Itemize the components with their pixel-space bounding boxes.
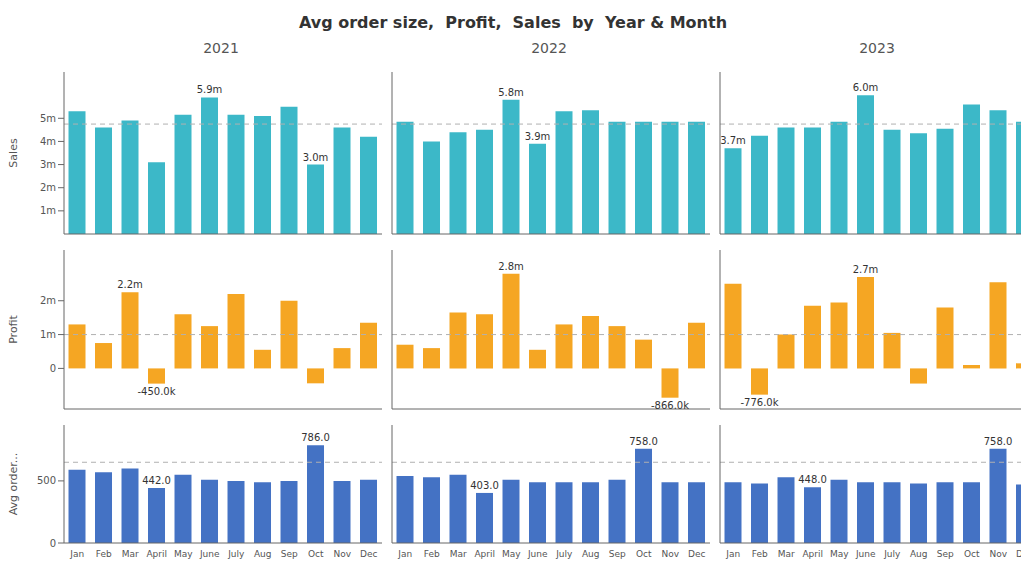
svg-text:Mar: Mar (450, 549, 467, 559)
svg-text:Nov: Nov (333, 549, 351, 559)
svg-text:Feb: Feb (424, 549, 440, 559)
svg-text:-866.0k: -866.0k (651, 400, 689, 411)
svg-text:June: June (199, 549, 220, 559)
svg-text:Aug: Aug (582, 549, 600, 559)
svg-text:5m: 5m (40, 113, 56, 124)
svg-text:2m: 2m (40, 295, 56, 306)
svg-text:April: April (146, 549, 167, 559)
svg-text:448.0: 448.0 (798, 474, 827, 485)
svg-text:April: April (474, 549, 495, 559)
svg-text:4m: 4m (40, 136, 56, 147)
svg-text:500: 500 (37, 475, 56, 486)
svg-text:Oct: Oct (964, 549, 980, 559)
svg-text:786.0: 786.0 (301, 432, 330, 443)
svg-text:Sep: Sep (609, 549, 626, 559)
svg-text:2m: 2m (40, 182, 56, 193)
svg-text:0: 0 (50, 363, 56, 374)
svg-text:2.8m: 2.8m (498, 261, 524, 272)
svg-text:0: 0 (50, 538, 56, 549)
svg-text:Sales: Sales (8, 138, 20, 168)
html-text:2021: 2021 (203, 40, 239, 56)
svg-text:3.7m: 3.7m (720, 135, 746, 146)
svg-text:1m: 1m (40, 205, 56, 216)
svg-text:May: May (174, 549, 193, 559)
svg-text:3m: 3m (40, 159, 56, 170)
svg-text:Dec: Dec (360, 549, 377, 559)
svg-text:Avg order...: Avg order... (8, 453, 20, 516)
svg-text:2.2m: 2.2m (117, 279, 143, 290)
html-text:Avg order size, Profit, Sales: Avg order size, Profit, Sales by Year & … (299, 13, 727, 32)
svg-text:Dec: Dec (688, 549, 705, 559)
svg-text:Oct: Oct (308, 549, 324, 559)
svg-text:Dec: Dec (1016, 549, 1021, 559)
svg-text:5.9m: 5.9m (197, 84, 223, 95)
svg-text:Jan: Jan (69, 549, 84, 559)
svg-text:Oct: Oct (636, 549, 652, 559)
svg-text:Jan: Jan (397, 549, 412, 559)
svg-text:Mar: Mar (122, 549, 139, 559)
svg-text:Feb: Feb (752, 549, 768, 559)
svg-text:June: June (527, 549, 548, 559)
html-text:2023: 2023 (859, 40, 895, 56)
svg-text:1m: 1m (40, 329, 56, 340)
svg-text:758.0: 758.0 (984, 436, 1013, 447)
svg-text:May: May (830, 549, 849, 559)
svg-text:758.0: 758.0 (629, 436, 658, 447)
svg-text:May: May (502, 549, 521, 559)
svg-text:3.0m: 3.0m (303, 152, 329, 163)
html-text:2022: 2022 (531, 40, 567, 56)
svg-text:Mar: Mar (778, 549, 795, 559)
svg-text:Feb: Feb (96, 549, 112, 559)
svg-text:Aug: Aug (254, 549, 272, 559)
svg-text:3.9m: 3.9m (525, 131, 551, 142)
svg-text:July: July (555, 549, 573, 559)
svg-text:Jan: Jan (725, 549, 740, 559)
svg-text:442.0: 442.0 (142, 475, 171, 486)
svg-text:5.8m: 5.8m (498, 87, 524, 98)
svg-text:-450.0k: -450.0k (137, 386, 175, 397)
svg-text:-776.0k: -776.0k (740, 397, 778, 408)
svg-text:Sep: Sep (937, 549, 954, 559)
svg-text:July: July (883, 549, 901, 559)
svg-text:Aug: Aug (910, 549, 928, 559)
svg-text:Nov: Nov (989, 549, 1007, 559)
svg-text:Nov: Nov (661, 549, 679, 559)
svg-text:Sep: Sep (281, 549, 298, 559)
svg-text:2.7m: 2.7m (853, 264, 879, 275)
svg-text:June: June (855, 549, 876, 559)
svg-text:403.0: 403.0 (470, 480, 499, 491)
svg-text:Profit: Profit (8, 314, 20, 343)
svg-text:6.0m: 6.0m (853, 82, 879, 93)
svg-text:July: July (227, 549, 245, 559)
svg-text:April: April (802, 549, 823, 559)
